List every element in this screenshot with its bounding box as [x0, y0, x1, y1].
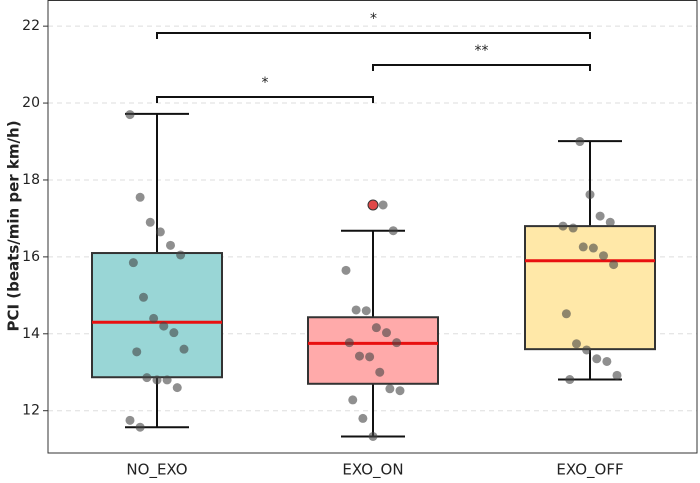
data-point — [351, 305, 361, 315]
data-point — [139, 292, 148, 302]
data-point — [152, 375, 162, 385]
data-point — [585, 190, 595, 200]
data-point — [565, 375, 575, 385]
data-point — [575, 137, 585, 147]
y-tick-label: 12 — [22, 403, 40, 419]
data-point — [172, 383, 182, 393]
data-point — [612, 370, 622, 380]
data-point — [382, 328, 391, 338]
significance-bracket — [156, 96, 374, 103]
data-point — [135, 422, 145, 432]
data-point — [344, 338, 354, 348]
data-point — [568, 223, 578, 233]
data-point — [392, 338, 402, 348]
data-point — [588, 243, 598, 253]
data-point — [561, 309, 571, 319]
data-point — [595, 211, 605, 221]
data-point — [125, 110, 135, 120]
data-point — [368, 431, 378, 441]
data-point — [348, 395, 358, 405]
data-point — [135, 192, 145, 202]
data-point — [166, 240, 175, 250]
data-point — [169, 328, 179, 338]
x-tick-label: NO_EXO — [126, 461, 187, 480]
y-tick-label: 20 — [22, 95, 40, 111]
data-point — [365, 352, 375, 362]
data-point — [388, 226, 398, 236]
y-axis-label: PCI (beats/min per km/h) — [5, 120, 23, 331]
data-point — [128, 258, 138, 268]
data-point — [605, 217, 615, 227]
data-point — [155, 227, 165, 237]
data-point — [592, 354, 602, 364]
data-point — [578, 242, 588, 252]
significance-bracket — [156, 32, 591, 39]
data-point — [358, 413, 368, 423]
y-tick-label: 16 — [22, 249, 40, 265]
y-tick-label: 22 — [22, 18, 40, 34]
significance-label: * — [262, 75, 269, 91]
x-tick-label: EXO_ON — [342, 461, 403, 480]
significance-label: * — [370, 11, 377, 27]
data-point — [341, 265, 351, 275]
plot-frame — [47, 0, 698, 454]
data-point — [149, 313, 159, 323]
outlier — [367, 199, 379, 211]
y-tick-label: 14 — [22, 326, 40, 342]
data-point — [609, 260, 619, 270]
data-point — [599, 251, 608, 261]
data-point — [145, 217, 155, 227]
data-point — [125, 415, 135, 425]
data-point — [375, 367, 385, 377]
data-point — [361, 306, 371, 316]
data-point — [572, 339, 581, 349]
data-point — [179, 344, 189, 354]
box — [91, 252, 223, 379]
data-point — [582, 345, 592, 355]
data-point — [371, 323, 381, 333]
significance-bracket — [372, 64, 591, 71]
data-point — [162, 375, 172, 385]
data-point — [159, 321, 169, 331]
data-point — [602, 356, 612, 366]
data-point — [355, 351, 364, 361]
box — [524, 225, 656, 351]
data-point — [378, 200, 388, 210]
data-point — [176, 250, 186, 260]
data-point — [132, 347, 142, 357]
data-point — [395, 386, 405, 396]
data-point — [385, 384, 395, 394]
significance-label: ** — [475, 43, 489, 59]
data-point — [558, 221, 568, 231]
x-tick-label: EXO_OFF — [556, 461, 623, 480]
y-tick-label: 18 — [22, 172, 40, 188]
data-point — [142, 373, 152, 383]
